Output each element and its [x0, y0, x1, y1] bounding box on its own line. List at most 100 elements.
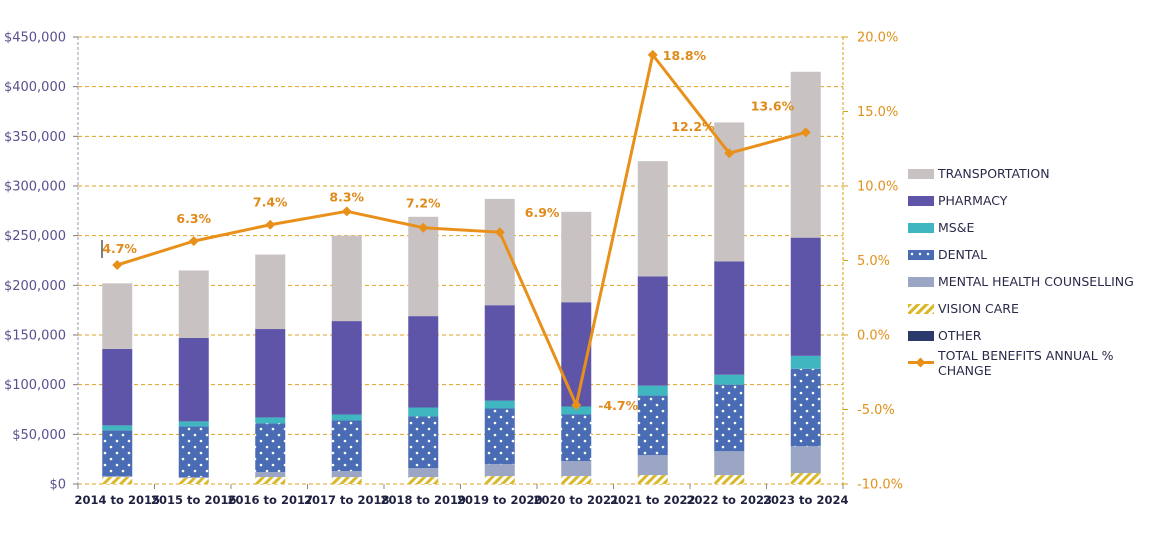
line-data-label: 4.7%	[102, 241, 137, 256]
line-marker	[494, 227, 505, 238]
bar-segment-pharmacy	[331, 321, 362, 415]
line-data-label: -4.7%	[598, 398, 638, 413]
y-tick-label: $400,000	[4, 80, 66, 95]
x-tick-label: 2023 to 2024	[763, 493, 848, 507]
stacked-bars	[102, 71, 821, 484]
bar-segment-vision-care	[561, 476, 592, 484]
legend-swatch	[908, 195, 934, 206]
bar-segment-mental-health-counselling	[255, 472, 286, 478]
bar-segment-ms-e	[255, 417, 286, 424]
bar-segment-mental-health-counselling	[102, 476, 133, 478]
y-tick-label: $100,000	[4, 378, 66, 393]
y2-tick-label: -5.0%	[857, 403, 895, 418]
bar-segment-ms-e	[484, 400, 515, 409]
y2-tick-label: 5.0%	[857, 254, 890, 269]
legend-label: OTHER	[938, 328, 982, 343]
line-data-label: 12.2%	[671, 119, 715, 134]
bar-segment-dental	[484, 408, 515, 465]
bar-segment-transportation	[637, 161, 668, 277]
bar-segment-pharmacy	[178, 337, 209, 422]
bar-segment-vision-care	[255, 477, 286, 484]
bar-segment-transportation	[331, 235, 362, 322]
line-path	[116, 53, 807, 407]
bar-segment-vision-care	[790, 473, 821, 484]
bar-segment-transportation	[561, 211, 592, 303]
legend-swatch	[908, 168, 934, 179]
bar-segment-pharmacy	[790, 237, 821, 356]
x-tick-label: 2018 to 2019	[381, 493, 466, 507]
percent-change-line	[112, 49, 811, 411]
line-data-label: 8.3%	[329, 189, 364, 204]
bar-segment-transportation	[790, 71, 821, 238]
legend-label: PHARMACY	[938, 193, 1008, 208]
bar-segment-transportation	[102, 283, 133, 349]
bar-segment-dental	[637, 395, 668, 456]
legend-item-total-benefits-annual-change: TOTAL BENEFITS ANNUAL % CHANGE	[908, 347, 1170, 378]
bar-segment-transportation	[484, 198, 515, 306]
bar-segment-pharmacy	[714, 261, 745, 375]
bar-segment-ms-e	[790, 355, 821, 369]
bar-segment-transportation	[255, 254, 286, 330]
legend-label: MS&E	[938, 220, 975, 235]
bar-segment-dental	[331, 420, 362, 472]
y2-tick-label: 0.0%	[857, 329, 890, 344]
line-marker	[647, 49, 658, 60]
bar-segment-mental-health-counselling	[408, 468, 439, 478]
bar-segment-vision-care	[484, 476, 515, 484]
bar-segment-ms-e	[331, 414, 362, 421]
legend-item-mental-health-counselling: MENTAL HEALTH COUNSELLING	[908, 268, 1170, 295]
legend-item-transportation: TRANSPORTATION	[908, 160, 1170, 187]
bar-segment-pharmacy	[637, 276, 668, 386]
x-tick-label: 2015 to 2016	[151, 493, 236, 507]
legend-label: DENTAL	[938, 247, 988, 262]
line-marker	[341, 206, 352, 217]
legend-swatch	[908, 330, 934, 341]
bar-segment-dental	[178, 426, 209, 478]
x-tick-label: 2014 to 2015	[75, 493, 160, 507]
bar-segment-ms-e	[102, 425, 133, 431]
bar-segment-vision-care	[408, 477, 439, 484]
bar-segment-vision-care	[637, 475, 668, 484]
bar-segment-mental-health-counselling	[561, 461, 592, 477]
bar-segment-mental-health-counselling	[331, 471, 362, 478]
axes: $0 $50,000 $100,000 $150,000 $200,000 $250,00…	[4, 31, 903, 508]
line-data-label: 7.2%	[406, 196, 441, 211]
legend-swatch	[908, 357, 934, 368]
y2-tick-label: 20.0%	[857, 31, 898, 46]
x-tick-label: 2019 to 2020	[457, 493, 542, 507]
bar-segment-ms-e	[561, 406, 592, 415]
y-tick-label: $450,000	[4, 31, 66, 46]
bar-segment-mental-health-counselling	[178, 477, 209, 479]
line-data-label: 6.3%	[176, 211, 211, 226]
y-tick-label: $350,000	[4, 130, 66, 145]
legend-swatch	[908, 222, 934, 233]
bar-segment-dental	[102, 430, 133, 477]
x-tick-label: 2021 to 2022	[610, 493, 695, 507]
legend-swatch	[908, 249, 934, 260]
bar-segment-dental	[255, 423, 286, 473]
legend-label: TOTAL BENEFITS ANNUAL % CHANGE	[938, 347, 1114, 378]
bar-segment-transportation	[178, 270, 209, 338]
line-marker	[724, 148, 735, 159]
x-tick-label: 2020 to 2021	[534, 493, 619, 507]
legend-swatch	[908, 303, 934, 314]
y-tick-label: $200,000	[4, 279, 66, 294]
bar-segment-transportation	[408, 216, 439, 317]
bar-segment-ms-e	[408, 407, 439, 417]
bar-segment-pharmacy	[255, 329, 286, 418]
y2-tick-label: -10.0%	[857, 478, 903, 493]
bar-segment-vision-care	[331, 477, 362, 484]
y2-tick-label: 10.0%	[857, 180, 898, 195]
bar-segment-transportation	[714, 122, 745, 262]
bar-segment-ms-e	[714, 374, 745, 385]
legend-label: TRANSPORTATION	[938, 166, 1050, 181]
bar-segment-ms-e	[637, 385, 668, 396]
bar-segment-mental-health-counselling	[790, 446, 821, 474]
bar-segment-pharmacy	[408, 316, 439, 408]
y-tick-label: $300,000	[4, 180, 66, 195]
line-labels: 4.7% 6.3% 7.4% 8.3% 7.2% 6.9% -4.7% 18.8% 12.2% 1…	[101, 48, 795, 413]
bar-segment-dental	[790, 368, 821, 447]
legend-label: VISION CARE	[938, 301, 1019, 316]
x-tick-label: 2017 to 2018	[304, 493, 389, 507]
legend-item-vision-care: VISION CARE	[908, 295, 1170, 322]
